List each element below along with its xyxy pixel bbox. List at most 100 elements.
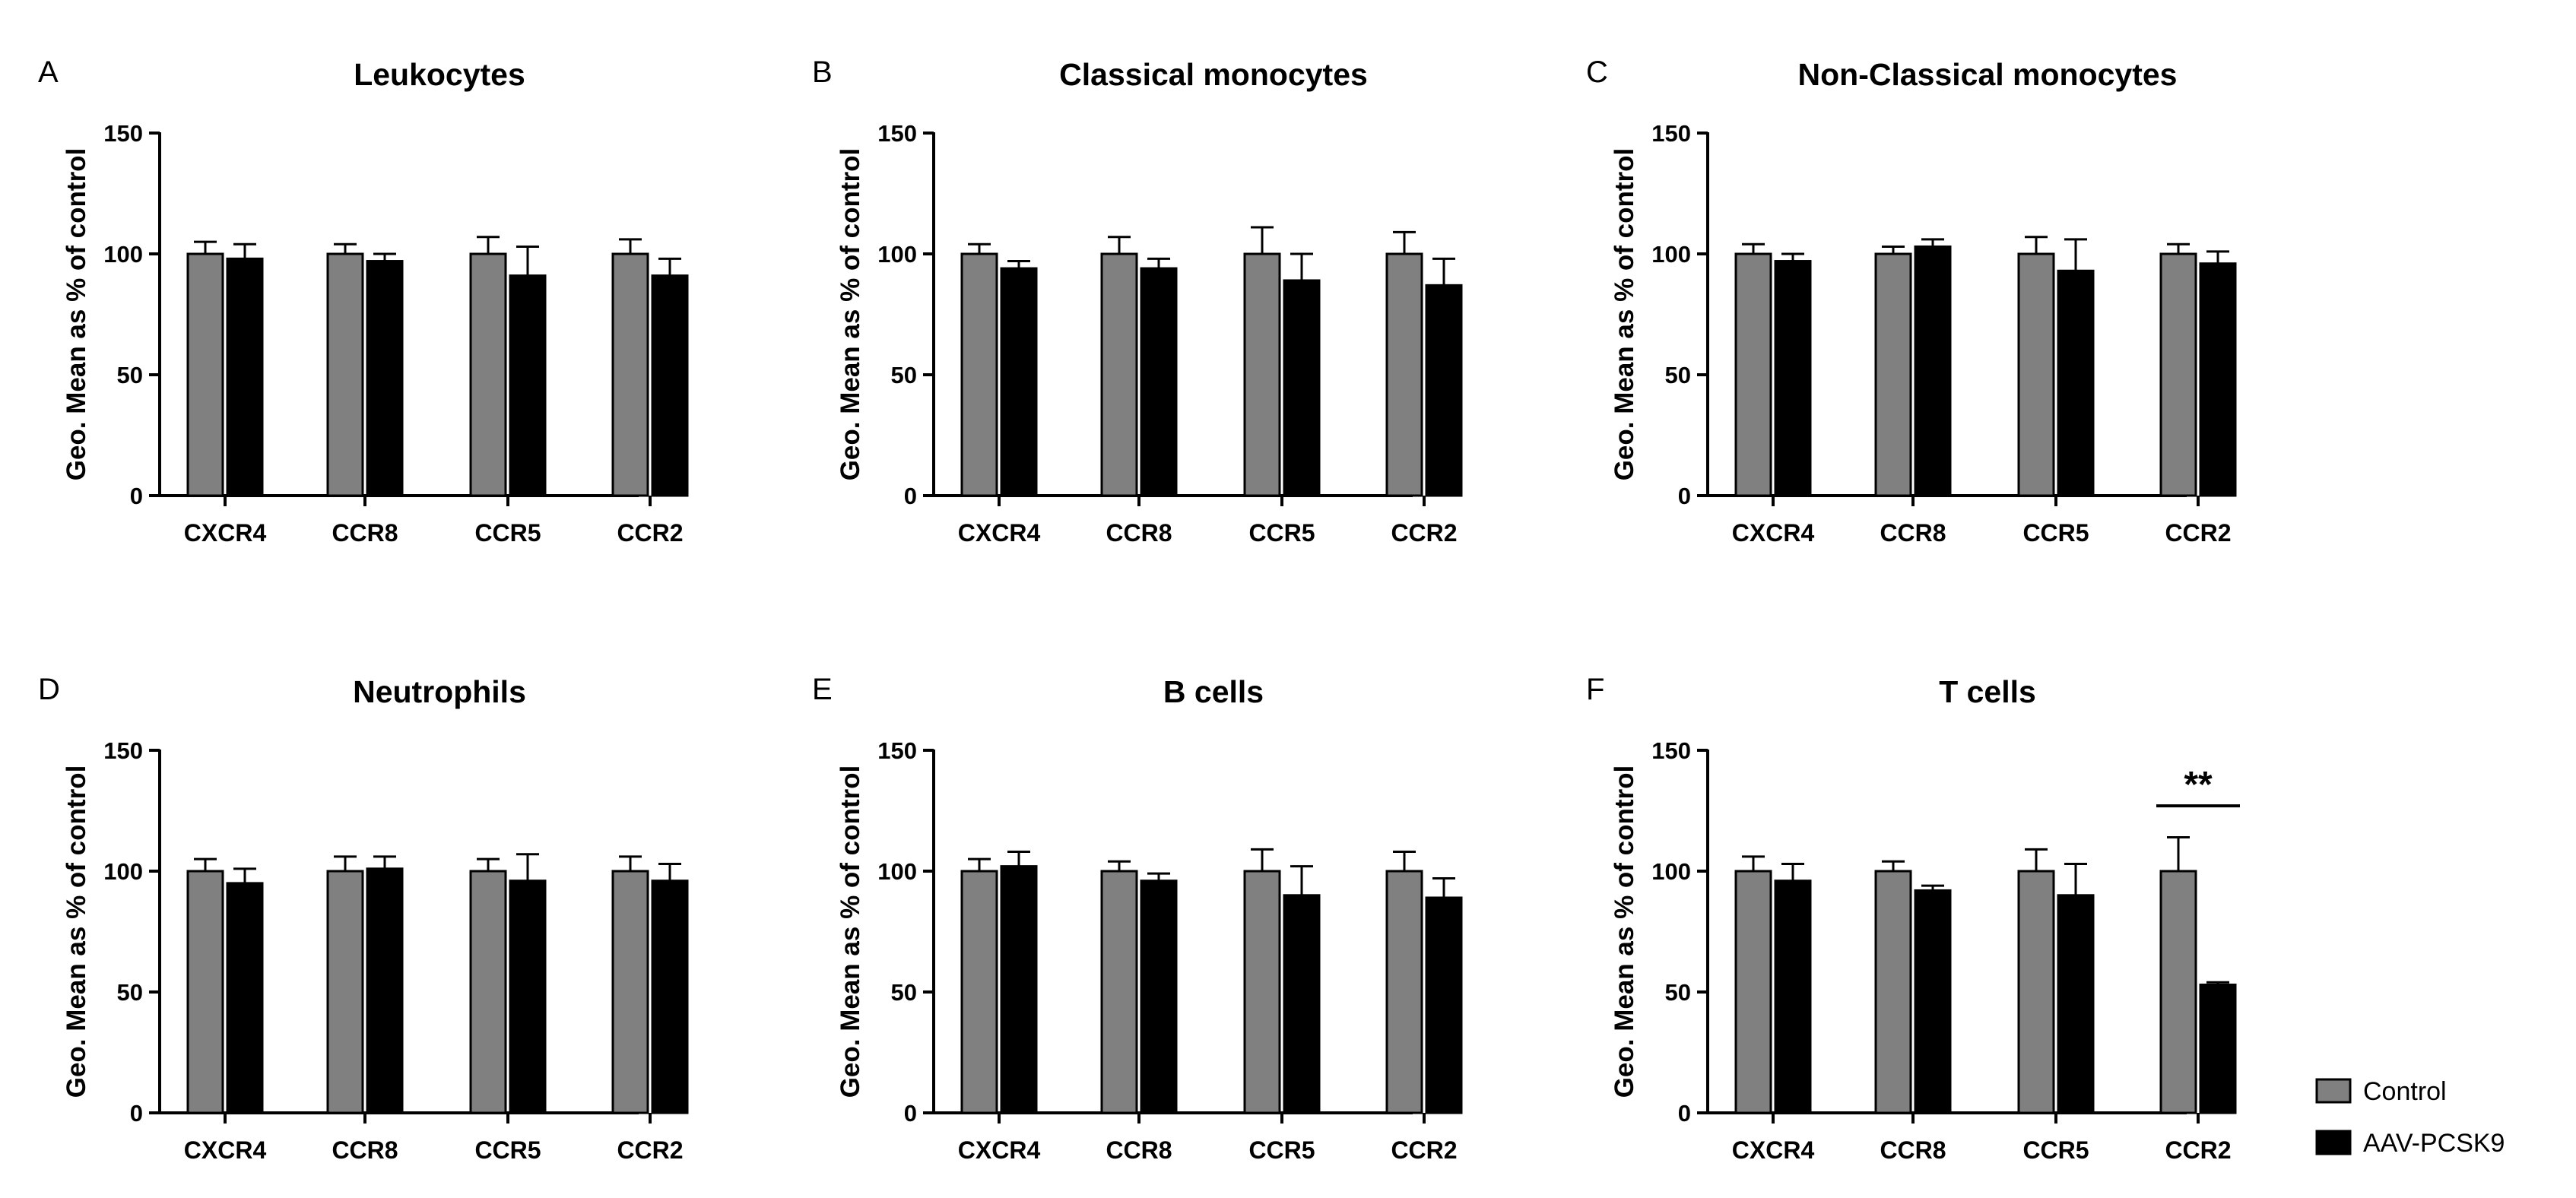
y-axis-label: Geo. Mean as % of control: [836, 765, 865, 1098]
y-tick-label: 50: [891, 362, 917, 388]
bar-aav-pcsk9-cxcr4: [226, 882, 264, 1114]
y-tick-label: 0: [130, 483, 143, 509]
panel-label: E: [812, 673, 833, 706]
category-label: CCR5: [1248, 519, 1315, 547]
bar-control-ccr8: [1874, 252, 1912, 497]
bar-aav-pcsk9-ccr5: [1283, 279, 1321, 497]
y-axis-label: Geo. Mean as % of control: [62, 148, 91, 481]
category-label: CCR8: [332, 1136, 398, 1164]
bar-control-ccr8: [1100, 252, 1138, 497]
y-tick-label: 0: [904, 483, 917, 509]
y-tick-label: 0: [1678, 483, 1691, 509]
bar-control-ccr5: [469, 870, 507, 1114]
legend: Control AAV-PCSK9: [2315, 1077, 2505, 1158]
bar-aav-pcsk9-ccr2: [2199, 983, 2237, 1114]
bar-control-cxcr4: [960, 252, 998, 497]
category-label: CXCR4: [958, 1136, 1041, 1164]
y-axis-label: Geo. Mean as % of control: [836, 148, 865, 481]
category-label: CCR8: [1880, 1136, 1946, 1164]
y-tick-label: 50: [117, 362, 143, 388]
bar-aav-pcsk9-ccr5: [1283, 894, 1321, 1114]
y-tick-label: 100: [877, 241, 917, 268]
category-label: CCR2: [2165, 1136, 2231, 1164]
panel-c: C Non-Classical monocytes Geo. Mean as % o…: [1586, 55, 2237, 547]
category-label: CCR8: [1106, 519, 1172, 547]
bar-control-ccr2: [611, 870, 649, 1114]
category-label: CXCR4: [184, 519, 267, 547]
y-tick-label: 50: [1665, 979, 1691, 1006]
panel-label: A: [38, 55, 59, 89]
panel-label: D: [38, 673, 60, 706]
category-label: CCR5: [2022, 519, 2089, 547]
bar-aav-pcsk9-ccr5: [2057, 269, 2095, 497]
y-tick-label: 150: [1651, 737, 1691, 764]
category-label: CXCR4: [184, 1136, 267, 1164]
category-label: CCR8: [1880, 519, 1946, 547]
bar-aav-pcsk9-ccr2: [2199, 262, 2237, 497]
legend-label-control: Control: [2363, 1077, 2447, 1106]
y-tick-label: 150: [877, 737, 917, 764]
bar-aav-pcsk9-ccr8: [366, 260, 404, 497]
y-axis-label: Geo. Mean as % of control: [1610, 765, 1639, 1098]
bar-aav-pcsk9-ccr2: [651, 274, 689, 497]
bar-aav-pcsk9-cxcr4: [1774, 879, 1812, 1114]
panel-title: Classical monocytes: [1059, 57, 1368, 92]
bar-control-ccr5: [1243, 252, 1281, 497]
legend-swatch-control: [2315, 1078, 2352, 1104]
category-label: CXCR4: [1732, 519, 1815, 547]
bar-control-ccr2: [2159, 252, 2197, 497]
bar-control-cxcr4: [1734, 870, 1772, 1114]
bar-control-cxcr4: [960, 870, 998, 1114]
panel-b: B Classical monocytes Geo. Mean as % of co…: [812, 55, 1463, 547]
category-label: CCR2: [1391, 1136, 1457, 1164]
y-tick-label: 100: [103, 241, 143, 268]
bar-control-ccr5: [2017, 252, 2055, 497]
bar-aav-pcsk9-cxcr4: [1000, 267, 1038, 497]
panel-title: Neutrophils: [353, 674, 526, 709]
bar-control-ccr2: [2159, 870, 2197, 1114]
panel-label: F: [1586, 673, 1604, 706]
legend-label-treatment: AAV-PCSK9: [2363, 1129, 2505, 1158]
bar-aav-pcsk9-ccr8: [1914, 889, 1952, 1114]
bar-aav-pcsk9-ccr2: [651, 879, 689, 1114]
category-label: CCR5: [474, 519, 541, 547]
bar-control-ccr2: [1385, 870, 1423, 1114]
y-tick-label: 150: [103, 120, 143, 147]
panel-title: Leukocytes: [354, 57, 525, 92]
bar-aav-pcsk9-cxcr4: [226, 257, 264, 497]
bar-aav-pcsk9-ccr8: [366, 867, 404, 1114]
panel-title: B cells: [1163, 674, 1264, 709]
y-tick-label: 50: [891, 979, 917, 1006]
panel-title: T cells: [1939, 674, 2036, 709]
bar-aav-pcsk9-ccr5: [509, 274, 547, 497]
panel-d: D Neutrophils Geo. Mean as % of control 0 50…: [38, 673, 689, 1164]
category-label: CCR2: [1391, 519, 1457, 547]
y-tick-label: 100: [1651, 858, 1691, 885]
panel-e: E B cells Geo. Mean as % of control 0 50 100 1…: [812, 673, 1463, 1164]
bar-aav-pcsk9-cxcr4: [1000, 865, 1038, 1114]
y-tick-label: 100: [1651, 241, 1691, 268]
category-label: CCR2: [617, 519, 683, 547]
y-tick-label: 50: [117, 979, 143, 1006]
category-label: CCR5: [1248, 1136, 1315, 1164]
category-label: CCR8: [332, 519, 398, 547]
y-tick-label: 100: [103, 858, 143, 885]
y-tick-label: 0: [1678, 1100, 1691, 1127]
y-tick-label: 0: [130, 1100, 143, 1127]
bar-control-ccr5: [469, 252, 507, 497]
category-label: CCR5: [474, 1136, 541, 1164]
y-tick-label: 100: [877, 858, 917, 885]
y-tick-label: 50: [1665, 362, 1691, 388]
significance-marker: **: [2184, 765, 2213, 805]
bar-control-cxcr4: [1734, 252, 1772, 497]
bar-control-ccr8: [1100, 870, 1138, 1114]
category-label: CCR2: [2165, 519, 2231, 547]
bar-aav-pcsk9-ccr8: [1914, 245, 1952, 497]
panel-label: B: [812, 55, 833, 89]
category-label: CCR2: [617, 1136, 683, 1164]
bar-control-cxcr4: [186, 252, 224, 497]
panel-f: F T cells Geo. Mean as % of control 0 50 100 1…: [1586, 673, 2240, 1164]
category-label: CXCR4: [1732, 1136, 1815, 1164]
y-axis-label: Geo. Mean as % of control: [62, 765, 91, 1098]
